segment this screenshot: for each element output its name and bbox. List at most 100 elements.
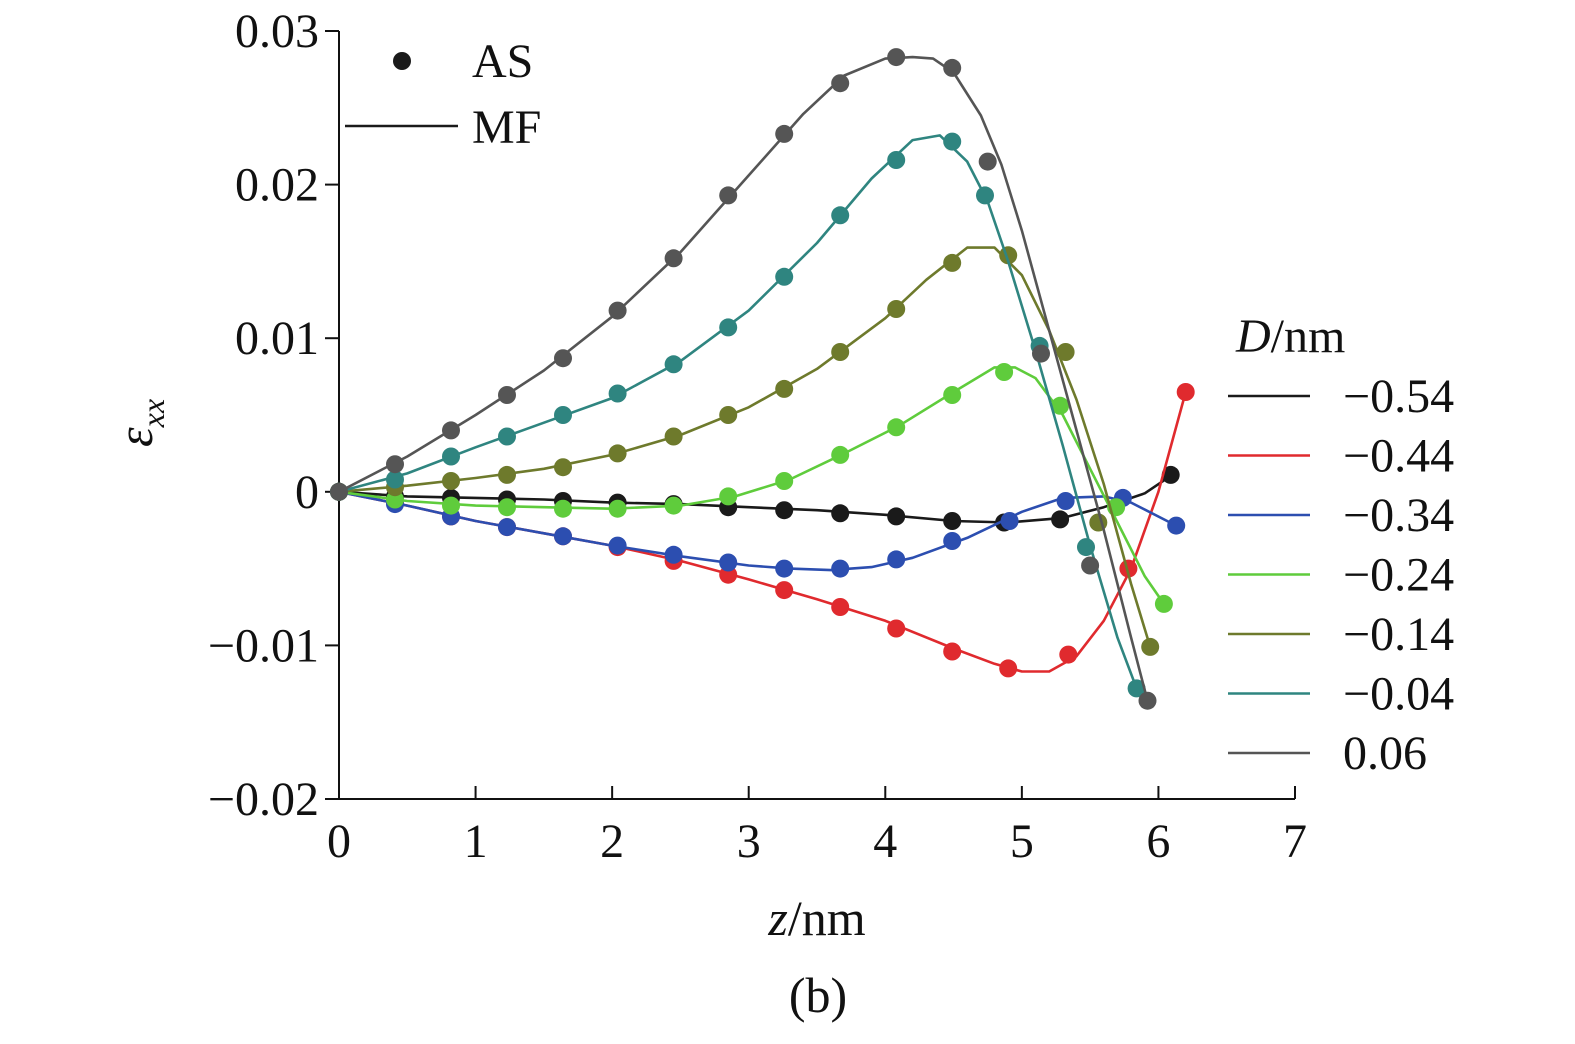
data-point — [943, 512, 962, 530]
data-point — [664, 355, 683, 374]
axes: −0.02 −0.01 0 0.01 0.02 0.03 0 1 2 3 4 5 6 7 z/nm εxx — [107, 5, 1307, 946]
data-point — [887, 507, 906, 526]
y-tick-label: −0.02 — [208, 773, 319, 826]
x-axis-title-unit: /nm — [788, 890, 866, 946]
data-point — [978, 152, 997, 171]
legend-label: −0.54 — [1343, 370, 1454, 423]
x-tick-label: 3 — [737, 815, 761, 868]
data-point — [775, 379, 794, 398]
data-point — [719, 553, 738, 572]
x-axis-title: z/nm — [767, 890, 865, 946]
data-point — [386, 455, 404, 474]
y-tick-label: −0.01 — [208, 619, 319, 672]
series-4 — [330, 246, 1160, 656]
data-point — [1141, 637, 1160, 656]
x-tick-label: 2 — [600, 815, 624, 868]
caption: (b) — [789, 967, 847, 1023]
y-tick-label: 0.02 — [235, 159, 319, 212]
data-point — [719, 186, 738, 205]
data-point — [498, 498, 516, 517]
data-point — [442, 447, 460, 466]
x-tick-label: 0 — [327, 815, 351, 868]
series-line — [338, 246, 1152, 648]
data-point — [995, 363, 1014, 381]
series-line — [338, 55, 1149, 702]
y-axis-title-var: ε — [107, 427, 163, 447]
data-point — [831, 74, 850, 93]
data-point — [1167, 516, 1186, 535]
data-point — [498, 518, 516, 537]
legend-label: −0.14 — [1343, 608, 1454, 661]
data-point — [1119, 559, 1138, 578]
data-point — [887, 619, 906, 638]
data-point — [664, 427, 683, 446]
legend-label: −0.04 — [1343, 668, 1454, 721]
data-point — [1056, 492, 1075, 510]
series-line — [338, 490, 1177, 572]
data-point — [887, 418, 906, 437]
y-axis-title-sub: xx — [135, 399, 171, 428]
data-point — [943, 386, 962, 404]
data-point — [554, 499, 572, 518]
data-point — [943, 58, 962, 77]
data-point — [943, 642, 962, 661]
data-point — [664, 249, 683, 268]
data-point — [1077, 538, 1095, 557]
data-point — [1032, 344, 1050, 363]
y-tick-label: 0.01 — [235, 312, 319, 365]
data-point — [330, 482, 348, 501]
legend-marker-as — [393, 52, 411, 70]
data-point — [775, 559, 794, 578]
y-axis-title: εxx — [107, 399, 171, 447]
series-legend: D/nm −0.54 −0.44 −0.34 −0.24 −0.14 −0.04 0.06 — [1228, 310, 1454, 780]
data-point — [887, 151, 906, 169]
series-line — [338, 366, 1165, 605]
data-point — [608, 444, 627, 463]
data-point — [608, 499, 627, 518]
x-tick-label: 4 — [873, 815, 897, 868]
x-tick-label: 5 — [1010, 815, 1034, 868]
legend-title-var: D — [1235, 310, 1271, 363]
x-tick-label: 7 — [1283, 815, 1307, 868]
data-point — [664, 496, 683, 515]
legend-label: −0.44 — [1343, 430, 1454, 483]
series-layer — [330, 48, 1195, 710]
data-point — [999, 659, 1018, 678]
data-point — [1000, 512, 1019, 530]
x-tick-label: 1 — [464, 815, 488, 868]
legend-title: D/nm — [1235, 310, 1345, 363]
legend-label: −0.24 — [1343, 549, 1454, 602]
data-point — [1056, 343, 1075, 361]
data-point — [831, 206, 850, 225]
data-point — [831, 343, 850, 361]
data-point — [943, 532, 962, 550]
data-point — [442, 472, 460, 490]
legend-label-as: AS — [472, 35, 533, 88]
y-tick-label: 0.03 — [235, 5, 319, 58]
data-point — [831, 504, 850, 523]
data-point — [1051, 510, 1070, 529]
data-point — [775, 501, 794, 520]
data-point — [831, 598, 850, 616]
data-point — [442, 496, 460, 515]
data-point — [498, 465, 516, 484]
data-point — [386, 470, 404, 489]
data-point — [608, 301, 627, 320]
data-point — [943, 253, 962, 272]
series-1 — [330, 383, 1195, 678]
data-point — [554, 527, 572, 546]
data-point — [775, 267, 794, 286]
data-point — [608, 384, 627, 403]
series-5 — [330, 132, 1146, 698]
series-line — [338, 473, 1173, 524]
x-tick-label: 6 — [1146, 815, 1170, 868]
data-point — [554, 349, 572, 368]
data-point — [498, 386, 516, 404]
data-point — [976, 186, 994, 205]
data-point — [386, 490, 404, 509]
legend-label: −0.34 — [1343, 489, 1454, 542]
data-point — [442, 421, 460, 440]
legend-label-mf: MF — [472, 101, 541, 154]
